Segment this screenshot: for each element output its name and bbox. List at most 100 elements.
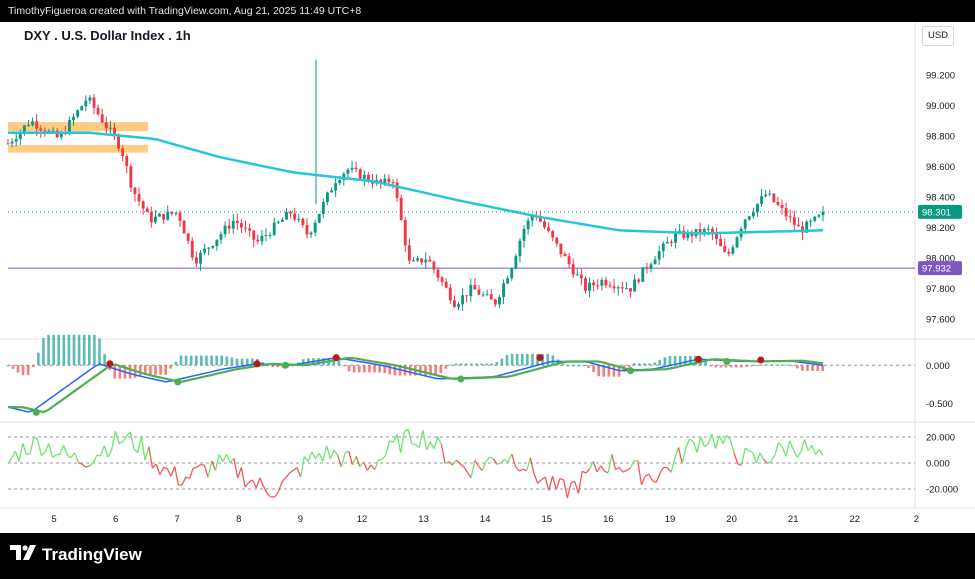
candle-body	[301, 218, 305, 226]
macd-cross-marker	[694, 355, 702, 363]
header-bar: TimothyFigueroa created with TradingView…	[0, 0, 975, 22]
macd-histogram-bar	[429, 365, 432, 376]
macd-histogram-bar	[149, 365, 152, 375]
candle-body	[170, 211, 174, 214]
time-tick-label: 14	[480, 514, 491, 525]
osc-line-segment	[181, 476, 187, 486]
osc-line-segment	[233, 458, 239, 479]
osc-line-segment	[74, 452, 79, 464]
osc-line-segment	[767, 461, 772, 465]
candle-body	[129, 166, 133, 188]
macd-histogram-bar	[449, 364, 453, 366]
candle-body	[706, 228, 710, 230]
candle-body	[727, 251, 731, 254]
macd-histogram-bar	[724, 365, 728, 368]
macd-histogram-bar	[373, 365, 376, 373]
macd-histogram-bar	[103, 354, 106, 366]
osc-line-segment	[585, 468, 591, 474]
time-tick-label: 15	[542, 514, 553, 525]
macd-histogram-bar	[505, 355, 509, 366]
macd-histogram-bar	[194, 355, 198, 366]
macd-histogram-bar	[587, 365, 590, 369]
candle-body	[350, 167, 354, 170]
macd-histogram-bar	[128, 365, 132, 379]
macd-histogram-bar	[154, 365, 157, 375]
candle-body	[592, 282, 596, 286]
candle-body	[485, 294, 489, 296]
candle-body	[530, 215, 534, 221]
chart-canvas[interactable]: 99.200 99.000 98.800 98.600 98.400 98.200 98.0…	[0, 22, 975, 533]
osc-line-segment	[240, 467, 246, 488]
osc-line-segment	[107, 449, 113, 458]
candle-body	[10, 141, 14, 144]
macd-histogram-bar	[495, 362, 499, 366]
currency-badge[interactable]: USD	[922, 26, 954, 46]
osc-line-segment	[704, 443, 709, 448]
osc-line-segment	[29, 436, 35, 454]
macd-histogram-bar	[658, 359, 662, 366]
osc-line-segment	[555, 478, 561, 490]
candle-body	[452, 300, 456, 307]
osc-line-segment	[26, 452, 31, 456]
time-tick-label: 22	[850, 514, 861, 525]
macd-histogram-bar	[526, 353, 529, 366]
osc-line-segment	[663, 466, 668, 469]
macd-histogram-bar	[577, 365, 580, 367]
osc-line-segment	[159, 466, 165, 476]
candle-body	[444, 281, 448, 288]
macd-histogram-bar	[683, 356, 687, 366]
osc-line-segment	[714, 435, 720, 449]
macd-histogram-bar	[317, 358, 320, 366]
macd-histogram-bar	[47, 334, 50, 366]
macd-histogram-bar	[633, 363, 636, 366]
osc-line-segment	[818, 449, 824, 456]
osc-line-segment	[444, 460, 450, 465]
candle-body	[158, 213, 161, 217]
candle-body	[465, 295, 469, 297]
osc-line-segment	[255, 477, 261, 489]
macd-cross-marker	[536, 354, 544, 362]
candle-body	[584, 278, 587, 291]
osc-line-segment	[692, 441, 698, 453]
chart-area[interactable]: 99.200 99.000 98.800 98.600 98.400 98.200 98.0…	[0, 22, 975, 533]
osc-line-segment	[685, 438, 691, 448]
macd-histogram-bar	[561, 363, 565, 366]
osc-line-segment	[14, 450, 20, 462]
macd-histogram-bar	[368, 365, 371, 373]
osc-line-segment	[507, 453, 513, 463]
macd-histogram-bar	[729, 365, 733, 368]
osc-line-segment	[311, 451, 317, 459]
candle-body	[776, 201, 780, 205]
candle-body	[784, 207, 788, 217]
osc-tick-label: 0.000	[926, 459, 950, 470]
macd-histogram-bar	[52, 334, 55, 366]
osc-line-segment	[515, 466, 520, 472]
osc-line-segment	[466, 471, 472, 479]
osc-line-segment	[370, 464, 376, 471]
candle-body	[174, 212, 178, 214]
osc-line-segment	[404, 428, 409, 433]
osc-line-segment	[440, 444, 446, 464]
macd-histogram-bar	[205, 355, 208, 366]
candle-body	[719, 238, 723, 247]
macd-histogram-bar	[775, 364, 779, 366]
osc-line-segment	[277, 481, 283, 493]
tradingview-logo[interactable]: TradingView	[10, 545, 142, 565]
osc-line-segment	[89, 462, 94, 467]
osc-line-segment	[251, 479, 257, 489]
candle-body	[358, 169, 362, 179]
candle-body	[334, 183, 338, 191]
candle-body	[407, 245, 411, 261]
osc-tick-label: 20.000	[926, 433, 955, 444]
macd-histogram-bar	[796, 365, 799, 369]
candle-body	[59, 133, 63, 138]
macd-cross-marker	[281, 361, 289, 369]
osc-line-segment	[222, 454, 228, 462]
macd-pane	[6, 334, 915, 416]
candle-body	[424, 259, 428, 263]
macd-histogram-bar	[653, 362, 657, 366]
macd-histogram-bar	[734, 365, 738, 368]
candle-body	[133, 187, 137, 195]
candle-body	[715, 234, 718, 239]
osc-line-segment	[422, 430, 428, 451]
